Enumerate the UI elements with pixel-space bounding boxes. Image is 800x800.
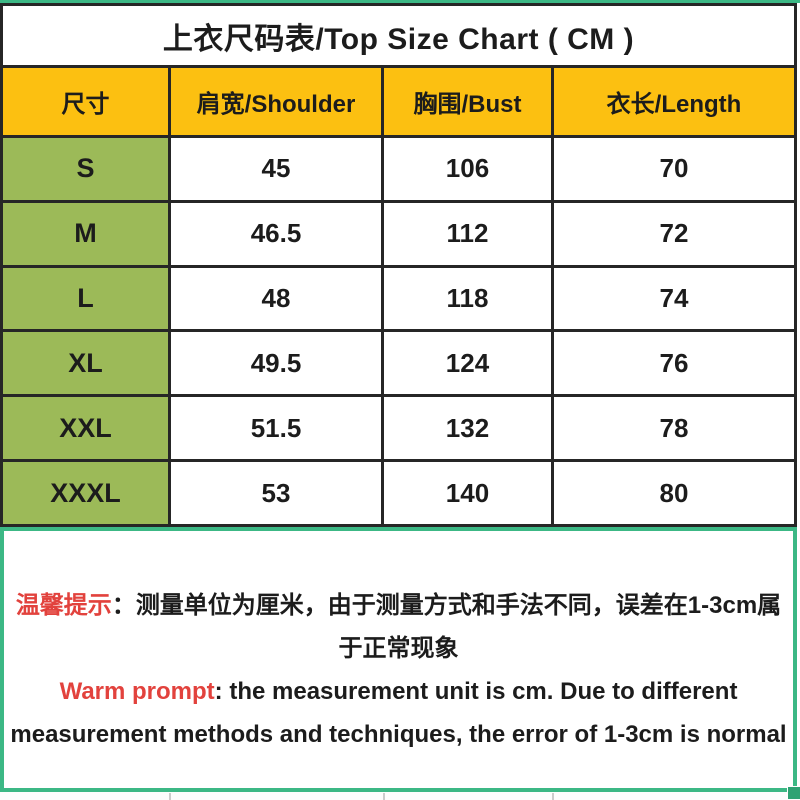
bust-cell: 106 bbox=[384, 138, 551, 200]
gridline bbox=[169, 793, 171, 800]
column-header-bust: 胸围/Bust bbox=[384, 68, 551, 135]
top-selection-line bbox=[0, 0, 800, 3]
sheet-grid-strip bbox=[0, 792, 800, 800]
size-label-cell: S bbox=[3, 138, 168, 200]
shoulder-cell: 53 bbox=[171, 462, 381, 524]
length-cell: 76 bbox=[554, 332, 794, 395]
column-header-size: 尺寸 bbox=[3, 68, 168, 135]
length-cell: 80 bbox=[554, 462, 794, 524]
length-cell: 72 bbox=[554, 202, 794, 265]
bust-cell: 112 bbox=[384, 202, 551, 265]
note-colon-cn: ： bbox=[111, 591, 136, 619]
column-header-length: 衣长/Length bbox=[554, 68, 794, 135]
note-text-en: the measurement unit is cm. Due to diffe… bbox=[10, 677, 787, 748]
size-label-cell: L bbox=[3, 267, 168, 330]
shoulder-cell: 51.5 bbox=[171, 397, 381, 460]
size-label-cell: XXL bbox=[3, 397, 168, 460]
bust-cell: 132 bbox=[384, 397, 551, 460]
length-cell: 70 bbox=[554, 138, 794, 200]
note-text-cn: 测量单位为厘米，由于测量方式和手法不同，误差在1-3cm属于正常现象 bbox=[135, 591, 782, 662]
table-title: 上衣尺码表/Top Size Chart ( CM ) bbox=[3, 6, 794, 65]
size-label-cell: M bbox=[3, 202, 168, 265]
size-label-cell: XXXL bbox=[3, 462, 168, 524]
shoulder-cell: 48 bbox=[171, 267, 381, 330]
length-cell: 74 bbox=[554, 267, 794, 330]
note-chinese: 温馨提示：测量单位为厘米，由于测量方式和手法不同，误差在1-3cm属于正常现象 bbox=[10, 584, 787, 670]
selection-handle bbox=[787, 786, 800, 799]
gridline bbox=[383, 793, 385, 800]
notes-panel: 温馨提示：测量单位为厘米，由于测量方式和手法不同，误差在1-3cm属于正常现象 … bbox=[0, 527, 797, 792]
note-english: Warm prompt: the measurement unit is cm.… bbox=[10, 670, 787, 756]
warm-prompt-label-en: Warm prompt bbox=[59, 677, 215, 705]
bust-cell: 124 bbox=[384, 332, 551, 395]
size-chart-table: 上衣尺码表/Top Size Chart ( CM ) 尺寸 肩宽/Should… bbox=[0, 3, 797, 527]
column-header-shoulder: 肩宽/Shoulder bbox=[171, 68, 381, 135]
bust-cell: 140 bbox=[384, 462, 551, 524]
bust-cell: 118 bbox=[384, 267, 551, 330]
size-label-cell: XL bbox=[3, 332, 168, 395]
warm-prompt-label-cn: 温馨提示 bbox=[15, 591, 112, 619]
length-cell: 78 bbox=[554, 397, 794, 460]
gridline bbox=[552, 793, 554, 800]
shoulder-cell: 45 bbox=[171, 138, 381, 200]
shoulder-cell: 49.5 bbox=[171, 332, 381, 395]
note-colon-en: : bbox=[214, 677, 230, 705]
shoulder-cell: 46.5 bbox=[171, 202, 381, 265]
